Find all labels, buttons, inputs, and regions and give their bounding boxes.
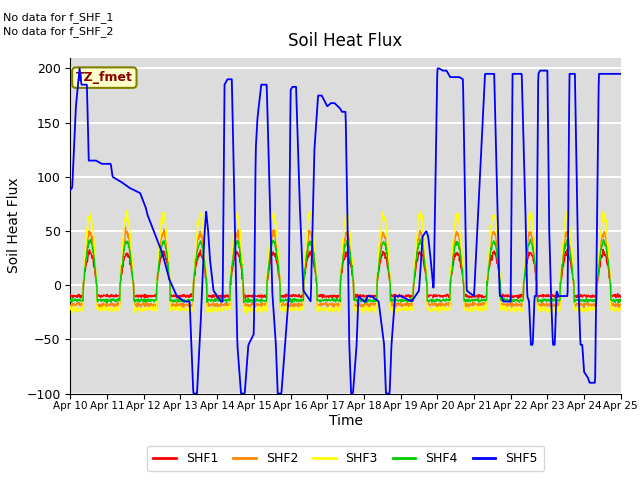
X-axis label: Time: Time (328, 414, 363, 428)
Text: TZ_fmet: TZ_fmet (76, 71, 132, 84)
Legend: SHF1, SHF2, SHF3, SHF4, SHF5: SHF1, SHF2, SHF3, SHF4, SHF5 (147, 446, 544, 471)
Text: No data for f_SHF_2: No data for f_SHF_2 (3, 26, 114, 37)
Text: No data for f_SHF_1: No data for f_SHF_1 (3, 12, 113, 23)
Y-axis label: Soil Heat Flux: Soil Heat Flux (7, 178, 20, 274)
Title: Soil Heat Flux: Soil Heat Flux (289, 33, 403, 50)
